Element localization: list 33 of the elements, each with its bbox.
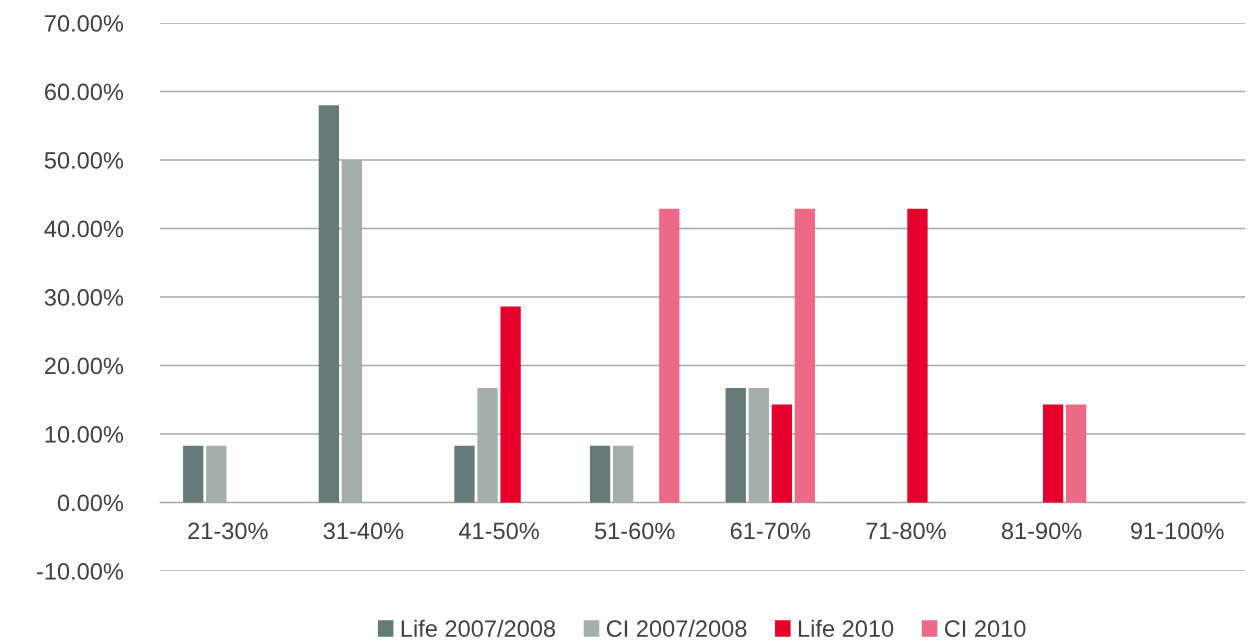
y-tick-label: 40.00% <box>44 220 124 238</box>
legend-label: CI 2007/2008 <box>606 619 747 637</box>
x-tick-label: 21-30% <box>188 522 268 540</box>
y-tick-label: 0.00% <box>57 494 124 512</box>
x-tick-label: 81-90% <box>1001 522 1082 540</box>
bar <box>318 105 339 503</box>
bar <box>771 404 792 503</box>
legend-label: CI 2010 <box>944 620 1026 637</box>
bar <box>589 445 611 503</box>
bar <box>725 388 746 503</box>
x-tick-label: 41-50% <box>458 522 539 540</box>
x-tick-label: 61-70% <box>730 522 811 540</box>
y-tick-label: 20.00% <box>45 357 124 375</box>
bar <box>659 208 680 503</box>
x-tick-label: 91-100% <box>1131 522 1224 540</box>
x-tick-label: 71-80% <box>866 522 946 540</box>
legend-label: Life 2010 <box>798 619 894 637</box>
y-tick-label: 10.00% <box>45 426 124 443</box>
y-tick-label: 30.00% <box>44 289 124 306</box>
y-tick-label: 50.00% <box>44 152 124 169</box>
bar <box>794 208 816 503</box>
y-tick-label: 70.00% <box>45 15 124 32</box>
y-tick-label: 60.00% <box>45 83 124 101</box>
bar <box>454 445 475 503</box>
bar <box>183 445 204 503</box>
y-tick-label: -10.00% <box>37 563 124 580</box>
x-tick-label: 31-40% <box>323 522 404 540</box>
bar <box>500 306 521 503</box>
x-tick-label: 51-60% <box>594 522 675 540</box>
bar <box>907 208 928 503</box>
bar <box>1066 404 1087 503</box>
bar <box>1042 404 1064 503</box>
legend-label: Life 2007/2008 <box>401 619 556 637</box>
